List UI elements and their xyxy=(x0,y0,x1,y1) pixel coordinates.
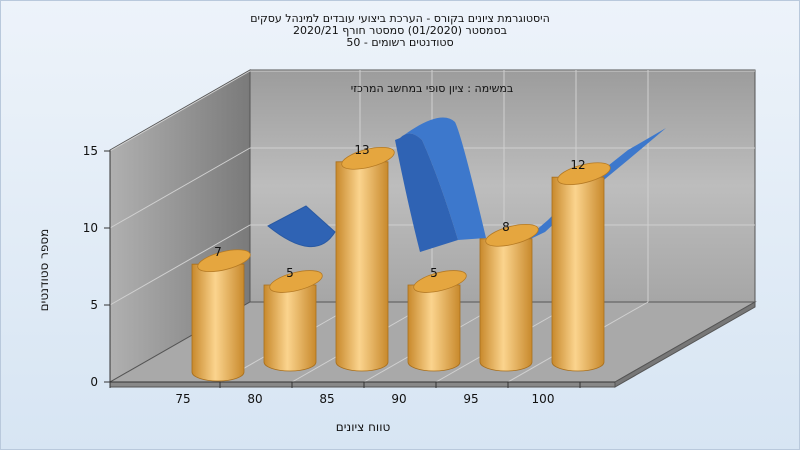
bar-100: 12 xyxy=(551,158,611,372)
bar-body xyxy=(407,284,461,372)
x-tick-label: 80 xyxy=(247,392,262,406)
x-tick-label: 95 xyxy=(463,392,478,406)
bars: 7 5 13 5 8 12 xyxy=(191,143,611,382)
bar-top xyxy=(485,223,539,247)
bar-top xyxy=(341,146,395,170)
bar-85: 13 xyxy=(335,143,395,372)
chart-title-line-1: היסטוגרמת ציונים בקורס - הערכת ביצועי עו… xyxy=(250,12,550,25)
bar-value-label: 5 xyxy=(286,266,294,280)
y-tick-label: 15 xyxy=(83,144,98,158)
floor-right-edge xyxy=(614,301,756,388)
bar-body xyxy=(191,263,245,382)
bar-90: 5 xyxy=(407,266,467,372)
bar-value-label: 7 xyxy=(214,245,222,259)
chart-subtitle: במשימה : ציון סופי במחשב המרכזי xyxy=(351,82,514,95)
x-tick-label: 90 xyxy=(391,392,406,406)
chart-title-line-3: סטודנטים רשומים - 50 xyxy=(346,36,454,49)
bar-body xyxy=(479,238,533,372)
y-axis-label: מספר סטודנטים xyxy=(37,229,51,312)
bar-value-label: 5 xyxy=(430,266,438,280)
x-axis-label: טווח ציונים xyxy=(336,420,391,434)
bar-75: 7 xyxy=(191,245,251,382)
floor-front-edge xyxy=(109,381,616,388)
y-tick-label: 5 xyxy=(90,298,98,312)
bar-top xyxy=(197,249,251,273)
bar-value-label: 8 xyxy=(502,220,510,234)
x-tick-label: 85 xyxy=(319,392,334,406)
y-grid-side xyxy=(109,70,251,152)
y-grid-side xyxy=(109,224,251,306)
chart-title-line-2: בסמסטר (01/2020) סמסטר חורף 2020/21 xyxy=(293,24,507,37)
bar-body xyxy=(335,161,389,372)
bar-top xyxy=(269,270,323,293)
bar-value-label: 12 xyxy=(570,158,585,172)
bar-top xyxy=(557,162,611,186)
bar-80: 5 xyxy=(263,266,323,372)
bar-value-label: 13 xyxy=(354,143,369,157)
x-tick-label: 100 xyxy=(532,392,555,406)
bar-95: 8 xyxy=(479,220,539,372)
x-tick-label: 75 xyxy=(175,392,190,406)
y-grid-side xyxy=(109,147,251,229)
bar-top xyxy=(413,270,467,293)
bar-body xyxy=(551,176,605,372)
bar-body xyxy=(263,284,317,372)
y-tick-label: 0 xyxy=(90,375,98,389)
y-tick-label: 10 xyxy=(83,221,98,235)
